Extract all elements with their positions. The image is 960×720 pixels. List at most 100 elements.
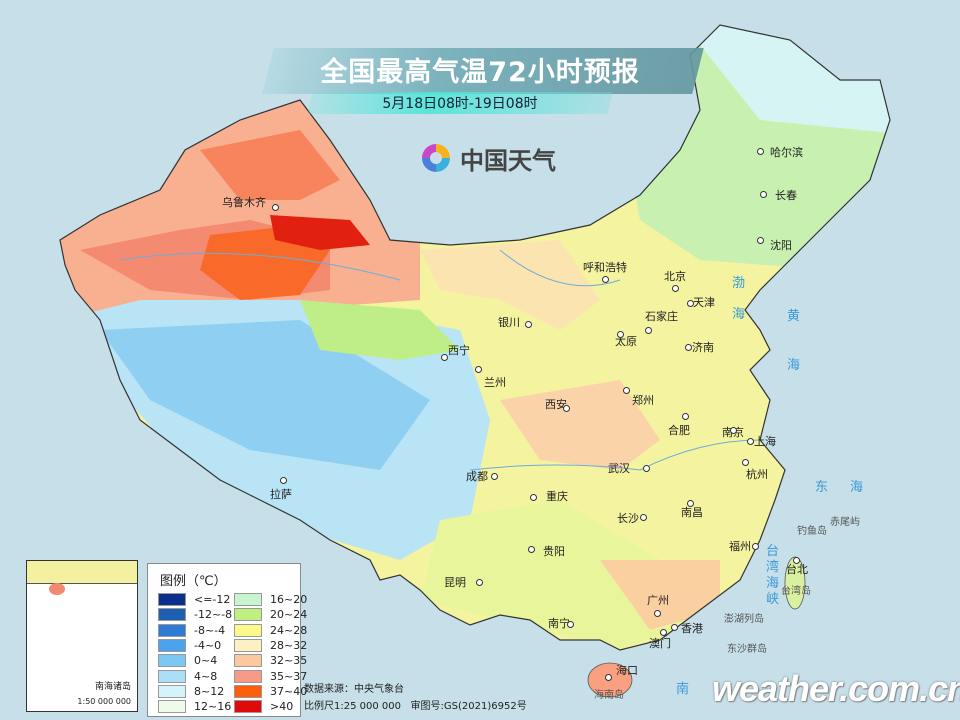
city-marker-icon bbox=[441, 354, 448, 361]
city-marker-icon bbox=[793, 557, 800, 564]
legend-swatch bbox=[234, 608, 262, 622]
city-label: 北京 bbox=[664, 270, 686, 283]
legend-item: -12~-8 bbox=[158, 608, 232, 622]
city-label: 重庆 bbox=[546, 490, 568, 503]
legend-label: 20~24 bbox=[270, 608, 308, 622]
legend-swatch bbox=[158, 608, 186, 622]
legend-swatch bbox=[158, 669, 186, 683]
city-label: 长沙 bbox=[617, 512, 639, 525]
city-marker-icon bbox=[272, 204, 279, 211]
sea-label: 黄 bbox=[787, 309, 801, 324]
city-marker-icon bbox=[760, 191, 767, 198]
sea-label: 湾 bbox=[766, 560, 780, 575]
sea-label: 台 bbox=[766, 544, 780, 559]
legend-item: -8~-4 bbox=[158, 623, 226, 637]
city-marker-icon bbox=[682, 413, 689, 420]
city-label: 兰州 bbox=[484, 376, 506, 389]
city-marker-icon bbox=[525, 321, 532, 328]
legend-swatch bbox=[158, 638, 186, 652]
china-border bbox=[59, 24, 891, 651]
city-label: 银川 bbox=[498, 316, 520, 329]
city-marker-icon bbox=[617, 331, 624, 338]
inset-scale: 1:50 000 000 bbox=[77, 697, 131, 706]
city-marker-icon bbox=[528, 546, 535, 553]
legend-item: >40 bbox=[234, 700, 294, 714]
legend-label: 37~40 bbox=[270, 684, 308, 698]
city-label: 合肥 bbox=[668, 424, 690, 437]
city-label: 南昌 bbox=[681, 506, 703, 519]
legend-item: 16~20 bbox=[234, 593, 307, 606]
legend-swatch bbox=[234, 684, 262, 698]
legend-item: 12~16 bbox=[158, 700, 232, 714]
watermark: weather.com.cn bbox=[712, 668, 960, 709]
city-label: 台北 bbox=[786, 563, 808, 576]
legend-item: -4~0 bbox=[158, 638, 221, 652]
sea-label: 海 bbox=[787, 358, 801, 373]
city-marker-icon bbox=[476, 579, 483, 586]
legend-item: <=-12 bbox=[158, 593, 230, 606]
legend-swatch bbox=[234, 700, 262, 714]
city-marker-icon bbox=[685, 344, 692, 351]
city-label: 福州 bbox=[729, 540, 751, 553]
city-marker-icon bbox=[530, 494, 537, 501]
south-china-sea-inset: 南海诸岛 1:50 000 000 bbox=[26, 560, 138, 712]
city-label: 武汉 bbox=[608, 462, 630, 475]
legend-swatch bbox=[158, 684, 186, 698]
legend-item: 0~4 bbox=[158, 654, 218, 668]
city-label: 昆明 bbox=[444, 576, 466, 589]
city-marker-icon bbox=[687, 300, 694, 307]
map-title: 全国最高气温72小时预报 bbox=[320, 57, 640, 88]
city-label: 乌鲁木齐 bbox=[222, 196, 266, 209]
legend-item: 35~37 bbox=[234, 669, 307, 683]
inset-label: 南海诸岛 bbox=[94, 682, 131, 692]
city-label: 澳门 bbox=[649, 637, 671, 650]
city-marker-icon bbox=[660, 629, 667, 636]
sea-label: 海 bbox=[766, 576, 780, 591]
legend-swatch bbox=[158, 593, 186, 606]
legend-title: 图例（℃） bbox=[160, 574, 227, 589]
legend-label: -8~-4 bbox=[194, 623, 226, 637]
city-marker-icon bbox=[640, 514, 647, 521]
city-marker-icon bbox=[567, 621, 574, 628]
legend-item: 20~24 bbox=[234, 608, 308, 622]
city-marker-icon bbox=[742, 459, 749, 466]
legend-label: >40 bbox=[270, 700, 294, 714]
city-marker-icon bbox=[730, 427, 737, 434]
data-source: 数据来源：中央气象台 bbox=[304, 684, 404, 695]
city-label: 济南 bbox=[692, 341, 714, 354]
legend-swatch bbox=[234, 654, 262, 668]
city-label: 西宁 bbox=[448, 344, 470, 357]
legend-label: 12~16 bbox=[194, 700, 232, 714]
island-label: 澎湖列岛 bbox=[724, 614, 764, 625]
island-label: 赤尾屿 bbox=[830, 517, 860, 528]
city-label: 郑州 bbox=[632, 394, 654, 407]
legend-label: 32~35 bbox=[270, 654, 308, 668]
city-label: 太原 bbox=[615, 335, 637, 348]
city-label: 西安 bbox=[545, 398, 567, 411]
city-marker-icon bbox=[280, 477, 287, 484]
legend-swatch bbox=[234, 638, 262, 652]
city-label: 哈尔滨 bbox=[770, 146, 803, 159]
city-marker-icon bbox=[752, 543, 759, 550]
city-marker-icon bbox=[563, 405, 570, 412]
legend-label: 24~28 bbox=[270, 623, 308, 637]
rivers bbox=[119, 249, 761, 471]
legend-label: 0~4 bbox=[194, 654, 218, 668]
legend-swatch bbox=[234, 623, 262, 637]
city-label: 杭州 bbox=[746, 468, 768, 481]
legend-swatch bbox=[158, 654, 186, 668]
legend: 图例（℃） <=-12 -12~-8 -8~-4 -4~0 0~4 4~8 8~12 12~1… bbox=[147, 563, 307, 717]
city-marker-icon bbox=[475, 366, 482, 373]
city-marker-icon bbox=[672, 285, 679, 292]
sea-label: 南 bbox=[676, 682, 690, 697]
city-label: 拉萨 bbox=[270, 488, 292, 501]
sea-label: 海 bbox=[732, 307, 746, 322]
city-marker-icon bbox=[643, 465, 650, 472]
legend-item: 8~12 bbox=[158, 684, 224, 698]
sea-label: 渤 bbox=[732, 276, 746, 291]
legend-swatch bbox=[234, 593, 262, 606]
legend-item: 24~28 bbox=[234, 623, 308, 637]
legend-swatch bbox=[158, 623, 186, 637]
legend-swatch bbox=[234, 669, 262, 683]
